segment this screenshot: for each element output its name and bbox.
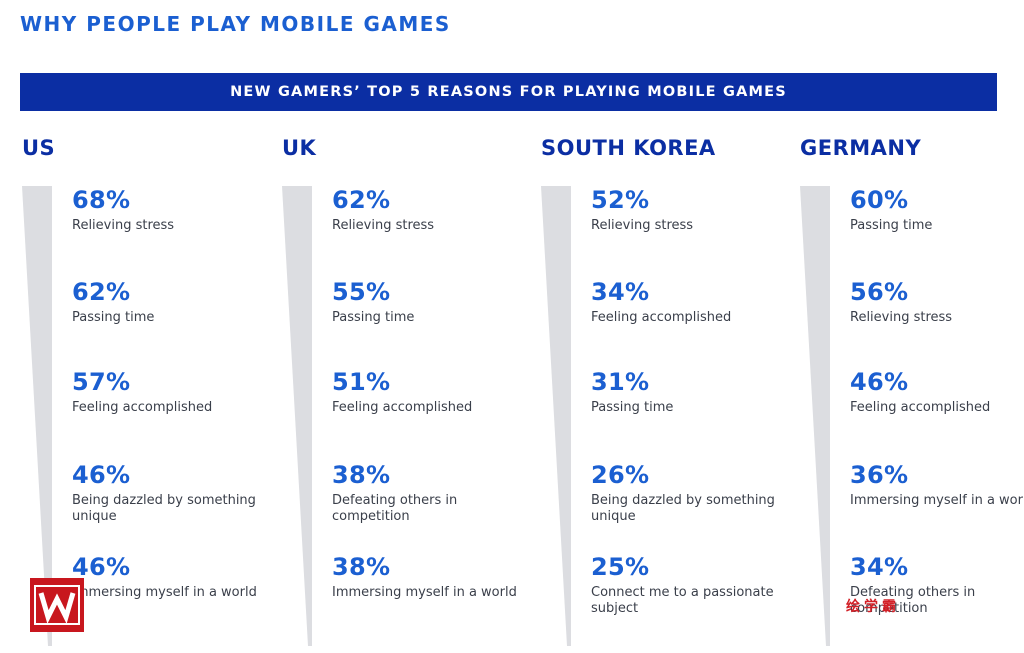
- reason-item: 52% Relieving stress: [591, 186, 791, 234]
- reason-item: 46% Being dazzled by something unique: [72, 461, 272, 525]
- country-name: US: [22, 136, 56, 160]
- reason-label: Relieving stress: [591, 218, 694, 233]
- reason-label: Passing time: [332, 310, 415, 325]
- reason-item: 62% Passing time: [72, 278, 272, 326]
- reason-item: 34% Feeling accomplished: [591, 278, 791, 326]
- banner-text: NEW GAMERS’ TOP 5 REASONS FOR PLAYING MO…: [230, 84, 787, 100]
- country-name: SOUTH KOREA: [541, 136, 716, 160]
- reason-item: 62% Relieving stress: [332, 186, 532, 234]
- reason-percent: 25%: [591, 553, 650, 581]
- reason-label: Passing time: [591, 400, 674, 415]
- reason-label: Feeling accomplished: [332, 400, 473, 415]
- reason-label: Relieving stress: [850, 310, 953, 325]
- reason-percent: 57%: [72, 368, 131, 396]
- w-logo-icon: [30, 578, 84, 632]
- country-column: US 68% Relieving stress 62% Passing time 57% F…: [22, 136, 272, 646]
- reason-percent: 31%: [591, 368, 650, 396]
- reason-label: Feeling accomplished: [591, 310, 732, 325]
- reason-item: 46% Immersing myself in a world: [72, 553, 272, 601]
- reason-label: Immersing myself in a world: [72, 585, 257, 600]
- ranking-wedge: [541, 186, 571, 646]
- reason-label: Defeating others in competition: [850, 585, 976, 616]
- reason-percent: 26%: [591, 461, 650, 489]
- reason-item: 34% Defeating others in competition: [850, 553, 1024, 617]
- reason-item: 38% Defeating others in competition: [332, 461, 532, 525]
- reason-label: Feeling accomplished: [850, 400, 991, 415]
- reason-percent: 34%: [850, 553, 909, 581]
- reason-percent: 62%: [332, 186, 391, 214]
- page-title: WHY PEOPLE PLAY MOBILE GAMES: [20, 12, 451, 36]
- reason-label: Relieving stress: [332, 218, 435, 233]
- reason-percent: 55%: [332, 278, 391, 306]
- reason-item: 51% Feeling accomplished: [332, 368, 532, 416]
- watermark-text: 绘学霸: [846, 599, 900, 615]
- reason-percent: 46%: [72, 553, 131, 581]
- ranking-wedge: [22, 186, 52, 646]
- ranking-wedge: [800, 186, 830, 646]
- reason-label: Defeating others in competition: [332, 493, 458, 524]
- reason-percent: 38%: [332, 461, 391, 489]
- reason-label: Being dazzled by something unique: [591, 493, 775, 524]
- reason-item: 57% Feeling accomplished: [72, 368, 272, 416]
- reason-label: Feeling accomplished: [72, 400, 213, 415]
- reason-percent: 46%: [850, 368, 909, 396]
- reason-percent: 36%: [850, 461, 909, 489]
- reason-label: Connect me to a passionate subject: [591, 585, 774, 616]
- reason-label: Relieving stress: [72, 218, 175, 233]
- reason-percent: 62%: [72, 278, 131, 306]
- reason-label: Being dazzled by something unique: [72, 493, 256, 524]
- country-column: UK 62% Relieving stress 55% Passing time 51% F…: [282, 136, 532, 646]
- reason-item: 31% Passing time: [591, 368, 791, 416]
- reason-item: 25% Connect me to a passionate subject: [591, 553, 791, 617]
- reason-item: 55% Passing time: [332, 278, 532, 326]
- reason-label: Immersing myself in a world: [332, 585, 517, 600]
- reason-percent: 56%: [850, 278, 909, 306]
- country-column: GERMANY 60% Passing time 56% Relieving stres…: [800, 136, 1024, 646]
- reason-percent: 46%: [72, 461, 131, 489]
- reason-percent: 38%: [332, 553, 391, 581]
- ranking-wedge: [282, 186, 312, 646]
- reason-label: Immersing myself in a world: [850, 493, 1024, 508]
- reason-item: 46% Feeling accomplished: [850, 368, 1024, 416]
- reason-item: 56% Relieving stress: [850, 278, 1024, 326]
- reason-percent: 52%: [591, 186, 650, 214]
- reason-percent: 68%: [72, 186, 131, 214]
- reason-percent: 51%: [332, 368, 391, 396]
- reason-item: 68% Relieving stress: [72, 186, 272, 234]
- country-name: UK: [282, 136, 317, 160]
- reason-item: 36% Immersing myself in a world: [850, 461, 1024, 509]
- reason-percent: 60%: [850, 186, 909, 214]
- reason-item: 60% Passing time: [850, 186, 1024, 234]
- section-banner: NEW GAMERS’ TOP 5 REASONS FOR PLAYING MO…: [20, 73, 997, 111]
- country-name: GERMANY: [800, 136, 922, 160]
- reason-label: Passing time: [72, 310, 155, 325]
- reason-item: 26% Being dazzled by something unique: [591, 461, 791, 525]
- reason-item: 38% Immersing myself in a world: [332, 553, 532, 601]
- reason-label: Passing time: [850, 218, 933, 233]
- country-column: SOUTH KOREA 52% Relieving stress 34% Feeling…: [541, 136, 791, 646]
- reason-percent: 34%: [591, 278, 650, 306]
